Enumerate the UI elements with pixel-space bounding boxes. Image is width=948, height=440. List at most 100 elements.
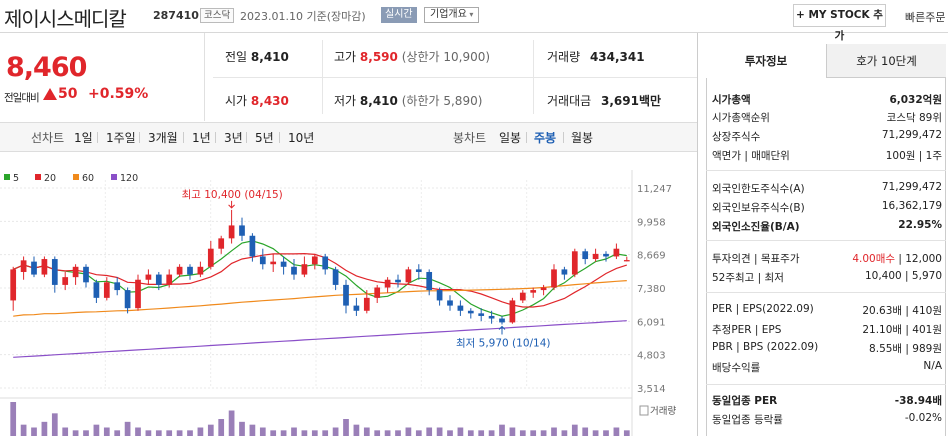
candle-body bbox=[228, 225, 235, 239]
vertical-divider bbox=[697, 33, 698, 436]
candle-body bbox=[83, 266, 89, 283]
info-value-0: 6,032억원 bbox=[889, 92, 942, 107]
volume-bar bbox=[405, 427, 412, 436]
info-label-1: 시가총액순위 bbox=[712, 112, 770, 124]
volume-bar bbox=[363, 427, 370, 436]
candle-body bbox=[322, 256, 329, 270]
tab-separator bbox=[279, 132, 280, 143]
candlestick-chart[interactable]: 11,247 9,958 8,669 7,380 6,091 4,803 3,514 5 20 6… bbox=[0, 152, 697, 436]
diff-label: 전일대비 bbox=[4, 92, 40, 104]
legend-swatch bbox=[73, 174, 79, 180]
mystock-add-button[interactable]: + MY STOCK 추가 bbox=[793, 4, 886, 42]
volume-bar bbox=[72, 430, 79, 436]
tab-order-book[interactable]: 호가 10단계 bbox=[827, 44, 946, 78]
amount-value: 3,691 bbox=[601, 94, 639, 108]
ma-line-120 bbox=[13, 320, 627, 358]
candle-body bbox=[519, 292, 526, 301]
info-label-6: 외국인소진율(B/A) bbox=[712, 221, 800, 233]
chart-toolbar bbox=[0, 122, 697, 152]
tab-candle-0[interactable]: 일봉 bbox=[499, 131, 522, 145]
volume-bar bbox=[280, 430, 287, 436]
amount-label: 거래대금 bbox=[547, 94, 592, 108]
price-box bbox=[0, 33, 205, 121]
tab-line-0[interactable]: 1일 bbox=[74, 131, 93, 145]
candle-body bbox=[72, 266, 79, 278]
high-label: 고가 bbox=[334, 50, 357, 64]
info-value-text: N/A bbox=[923, 360, 942, 372]
up-triangle-icon bbox=[43, 88, 57, 100]
legend-swatch bbox=[111, 174, 117, 180]
candle-body bbox=[51, 259, 58, 285]
candle-body bbox=[280, 261, 287, 267]
y-tick-label: 4,803 bbox=[637, 351, 666, 362]
volume-bar bbox=[124, 421, 131, 436]
volume-bar bbox=[457, 427, 464, 436]
tab-invest-info[interactable]: 투자정보 bbox=[706, 44, 827, 78]
candle-chart-label: 봉차트 bbox=[453, 131, 487, 145]
info-value-text: 21.10배 | 401원 bbox=[862, 324, 942, 336]
volume-bar bbox=[228, 410, 235, 436]
price-diff: 50 bbox=[58, 86, 78, 102]
stock-title: 제이시스메디칼 bbox=[4, 7, 127, 31]
legend-label: 5 bbox=[13, 173, 19, 184]
candle-body bbox=[93, 282, 100, 298]
volume-bar bbox=[51, 413, 58, 436]
live-button[interactable]: 실시간 bbox=[381, 7, 417, 23]
low-arrow-icon bbox=[498, 325, 506, 335]
tab-line-3[interactable]: 1년 bbox=[192, 131, 211, 145]
candle-body bbox=[145, 274, 152, 280]
candle-body bbox=[124, 290, 131, 309]
quick-order-link[interactable]: 빠른주문 bbox=[905, 11, 946, 24]
info-label-9: PER | EPS(2022.09) bbox=[712, 303, 814, 315]
info-label-10: 추정PER | EPS bbox=[712, 324, 782, 336]
upper-limit-value: 10,900 bbox=[443, 50, 486, 64]
tab-line-6[interactable]: 10년 bbox=[288, 131, 315, 145]
volume-bar bbox=[187, 430, 193, 436]
candle-body bbox=[62, 277, 69, 285]
candle-body bbox=[592, 253, 599, 260]
stock-code: 287410 bbox=[153, 9, 199, 22]
tab-separator bbox=[139, 132, 140, 143]
line-chart-label: 선차트 bbox=[31, 131, 65, 145]
info-value-14: -0.02% bbox=[905, 412, 942, 424]
info-label-8: 52주최고 | 최저 bbox=[712, 272, 784, 284]
info-value-3: 100원 | 1주 bbox=[886, 148, 942, 163]
panel-divider bbox=[706, 240, 946, 241]
info-value-11: 8.55배 | 989원 bbox=[869, 341, 942, 356]
market-badge: 코스닥 bbox=[200, 8, 235, 23]
volume-bar bbox=[207, 424, 214, 436]
volume-bar bbox=[62, 427, 69, 436]
corp-info-dropdown[interactable]: 기업개요 ▾ bbox=[424, 7, 480, 23]
price-chart[interactable]: 11,247 9,958 8,669 7,380 6,091 4,803 3,514 5 20 6… bbox=[0, 152, 697, 436]
tab-line-2[interactable]: 3개월 bbox=[148, 131, 178, 145]
amount-unit: 백만 bbox=[638, 94, 662, 108]
candle-body bbox=[603, 253, 609, 257]
volume-bar bbox=[311, 430, 318, 436]
tab-line-1[interactable]: 1주일 bbox=[106, 131, 136, 145]
volume-bar bbox=[322, 430, 329, 436]
info-value-text: 6,032억원 bbox=[889, 94, 942, 106]
tab-line-5[interactable]: 5년 bbox=[255, 131, 274, 145]
tab-candle-2[interactable]: 월봉 bbox=[571, 131, 594, 145]
high-annotation: 최고 10,400 (04/15) bbox=[182, 189, 283, 201]
y-tick-label: 9,958 bbox=[637, 217, 666, 228]
info-value-text: 22.95% bbox=[898, 219, 942, 231]
prev-close-value: 8,410 bbox=[250, 50, 289, 64]
tab-candle-1[interactable]: 주봉 bbox=[534, 131, 557, 145]
candle-body bbox=[405, 269, 412, 283]
panel-divider bbox=[706, 292, 946, 293]
date-label: 2023.01.10 기준(장마감) bbox=[240, 10, 366, 23]
info-value-9: 20.63배 | 410원 bbox=[862, 303, 942, 318]
volume-bar bbox=[395, 430, 401, 436]
info-value-text: 20.63배 | 410원 bbox=[862, 305, 942, 317]
volume-bar bbox=[592, 430, 599, 436]
info-value-text: -0.02% bbox=[904, 412, 942, 424]
volume-bar bbox=[519, 430, 526, 436]
legend-swatch bbox=[4, 174, 10, 180]
volume-bar bbox=[135, 427, 141, 436]
info-value-text: -38.94배 bbox=[894, 395, 942, 407]
info-value-text: | 12,000 bbox=[898, 253, 942, 265]
info-label-13: 동일업종 PER bbox=[712, 395, 778, 407]
tab-line-4[interactable]: 3년 bbox=[224, 131, 243, 145]
info-value-text: 16,362,179 bbox=[881, 200, 942, 212]
